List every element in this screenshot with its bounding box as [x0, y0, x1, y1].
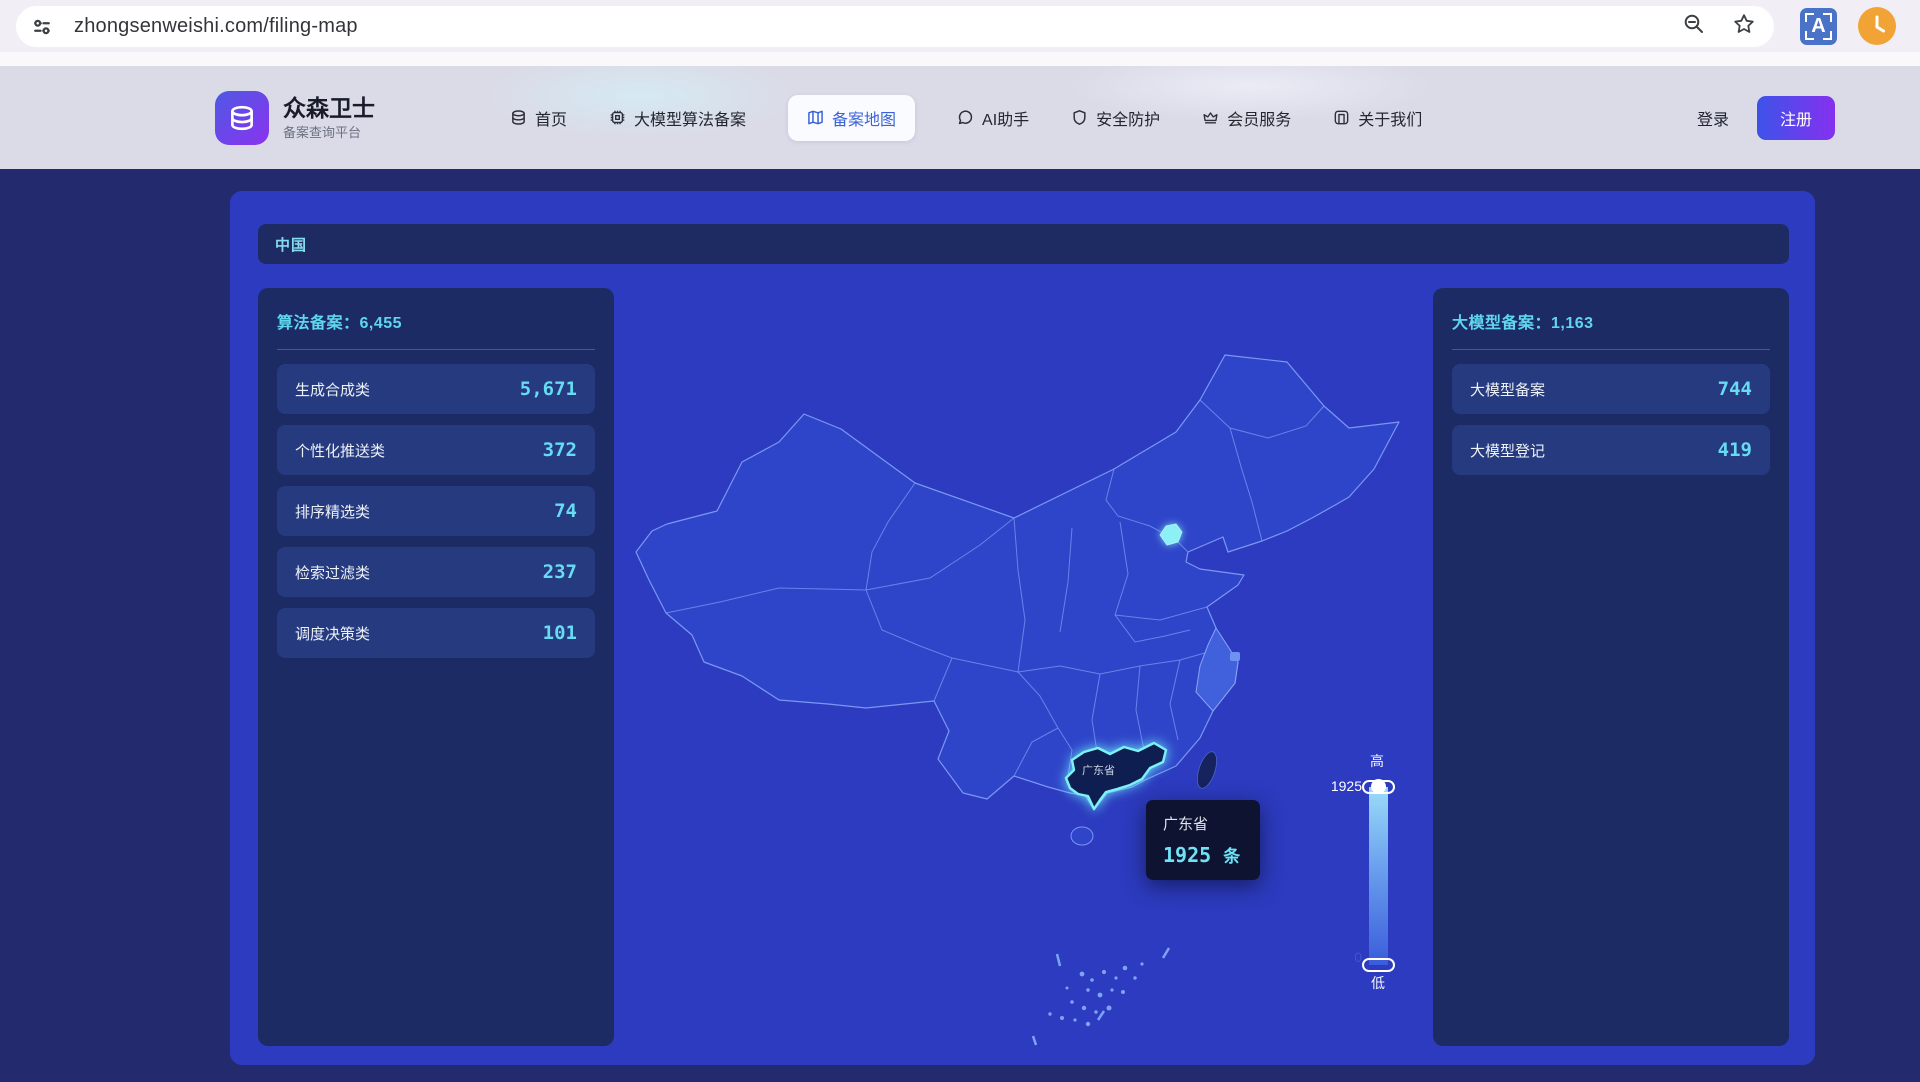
chat-icon: [958, 110, 973, 125]
site-header: 众森卫士 备案查询平台 首页 大模型算法备案 备案地图: [0, 66, 1920, 169]
nav-membership[interactable]: 会员服务: [1202, 106, 1291, 130]
stat-label: 个性化推送类: [295, 442, 386, 460]
url-text[interactable]: zhongsenweishi.com/filing-map: [74, 15, 358, 37]
database-icon: [512, 110, 525, 125]
south-sea-islands: [1031, 947, 1171, 1046]
algorithm-panel-title: 算法备案：6,455: [277, 315, 403, 332]
stat-label: 大模型登记: [1470, 442, 1546, 460]
stat-row-ranking: 排序精选类 74: [277, 486, 595, 536]
divider: [277, 349, 595, 350]
zoom-out-icon[interactable]: [1682, 12, 1706, 41]
llm-filing-panel: 大模型备案：1,163 大模型备案 744 大模型登记 419: [1433, 288, 1789, 1046]
tooltip-value: 1925 条: [1163, 843, 1241, 867]
province-zhejiang[interactable]: [1195, 626, 1239, 712]
legend-upper-knob[interactable]: [1371, 779, 1386, 794]
stat-value: 237: [542, 561, 577, 583]
guangdong-map-label: 广东省: [1082, 764, 1115, 777]
nav-home-label: 首页: [535, 111, 568, 129]
region-title: 中国: [275, 236, 308, 254]
shield-icon: [1073, 110, 1086, 125]
stat-row-personalized: 个性化推送类 372: [277, 425, 595, 475]
nav-ai-label: AI助手: [982, 111, 1030, 129]
site-settings-icon[interactable]: [21, 6, 62, 47]
algorithm-filing-panel: 算法备案：6,455 生成合成类 5,671 个性化推送类 372 排序精选类 …: [258, 288, 614, 1046]
brand-logo: [215, 90, 269, 145]
nav-filing-map-label: 备案地图: [832, 111, 897, 129]
profile-avatar[interactable]: [1858, 7, 1896, 45]
chrome-divider-band: [0, 52, 1920, 66]
brand[interactable]: 众森卫士 备案查询平台: [215, 90, 375, 145]
nav-home[interactable]: 首页: [510, 106, 567, 130]
stat-row-retrieval: 检索过滤类 237: [277, 547, 595, 597]
llm-total: 1,163: [1551, 315, 1594, 332]
stat-label: 大模型备案: [1470, 381, 1546, 399]
main-nav: 首页 大模型算法备案 备案地图 AI助手 安全防护: [510, 94, 1422, 141]
register-button[interactable]: 注册: [1756, 95, 1835, 140]
province-hainan[interactable]: [1070, 826, 1094, 846]
region-header: 中国: [258, 224, 1789, 264]
china-choropleth-map[interactable]: 广东省: [620, 330, 1420, 1060]
stat-label: 排序精选类: [295, 503, 371, 521]
stat-row-llm-registration: 大模型登记 419: [1452, 425, 1770, 475]
divider: [1452, 349, 1770, 350]
stat-value: 101: [542, 622, 577, 644]
brand-subtitle: 备案查询平台: [283, 125, 362, 141]
nav-membership-label: 会员服务: [1227, 111, 1292, 129]
stat-row-scheduling: 调度决策类 101: [277, 608, 595, 658]
nav-about[interactable]: 关于我们: [1333, 106, 1422, 130]
stat-row-generation: 生成合成类 5,671: [277, 364, 595, 414]
nav-security[interactable]: 安全防护: [1071, 106, 1160, 130]
stat-label: 生成合成类: [295, 381, 371, 399]
page-body: 中国 算法备案：6,455 生成合成类 5,671 个性化推送类 372 排序精…: [0, 169, 1920, 1082]
crown-icon: [1203, 112, 1218, 124]
stat-value: 419: [1717, 439, 1752, 461]
legend-min-value: 0: [1354, 949, 1362, 965]
legend-max-value: 1925: [1330, 778, 1362, 794]
map-tooltip: 广东省 1925 条: [1146, 800, 1260, 880]
algorithm-total: 6,455: [359, 315, 403, 332]
nav-ai-assistant[interactable]: AI助手: [957, 106, 1029, 130]
legend-high-label: 高: [1370, 753, 1384, 769]
llm-panel-title: 大模型备案：1,163: [1452, 315, 1594, 332]
url-bar[interactable]: zhongsenweishi.com/filing-map: [16, 6, 1774, 47]
stat-value: 744: [1717, 378, 1752, 400]
province-taiwan[interactable]: [1194, 749, 1221, 790]
filing-map-card: 中国 算法备案：6,455 生成合成类 5,671 个性化推送类 372 排序精…: [230, 191, 1815, 1065]
legend-low-label: 低: [1371, 975, 1385, 991]
legend-gradient-bar[interactable]: [1369, 787, 1388, 965]
building-icon: [1334, 110, 1349, 125]
translate-extension-icon[interactable]: A: [1800, 8, 1837, 45]
stat-label: 检索过滤类: [295, 564, 371, 582]
province-guangdong-highlight[interactable]: [1064, 741, 1168, 811]
stat-value: 372: [542, 439, 577, 461]
legend-lower-handle[interactable]: [1362, 958, 1395, 972]
browser-chrome: zhongsenweishi.com/filing-map A: [0, 0, 1920, 52]
nav-about-label: 关于我们: [1358, 111, 1423, 129]
stat-value: 5,671: [519, 378, 577, 400]
bookmark-star-icon[interactable]: [1732, 12, 1756, 41]
province-shanghai[interactable]: [1230, 652, 1240, 661]
login-link[interactable]: 登录: [1696, 111, 1729, 129]
nav-llm-label: 大模型算法备案: [634, 111, 747, 129]
tooltip-province: 广东省: [1163, 816, 1209, 833]
province-beijing-highlight[interactable]: [1159, 523, 1183, 546]
map-icon: [808, 110, 823, 125]
brand-name: 众森卫士: [283, 94, 375, 121]
china-mainland[interactable]: [635, 354, 1400, 811]
extension-letter: A: [1811, 15, 1826, 37]
stat-row-llm-filing: 大模型备案 744: [1452, 364, 1770, 414]
stat-label: 调度决策类: [295, 625, 371, 643]
nav-llm-algorithm-filing[interactable]: 大模型算法备案: [609, 106, 746, 130]
stat-value: 74: [554, 500, 577, 522]
chip-icon: [610, 110, 625, 125]
nav-security-label: 安全防护: [1096, 111, 1161, 129]
nav-filing-map[interactable]: 备案地图: [788, 94, 916, 141]
